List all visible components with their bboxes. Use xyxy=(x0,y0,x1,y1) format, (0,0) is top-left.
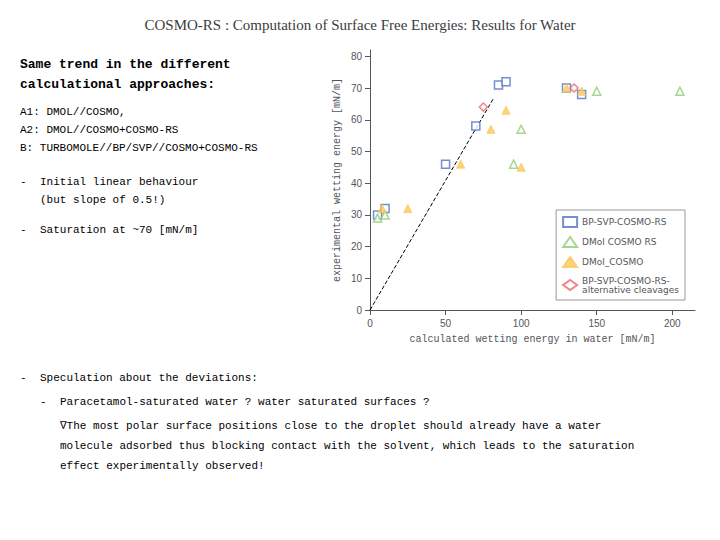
svg-text:60: 60 xyxy=(351,114,363,125)
svg-text:DMol_COSMO: DMol_COSMO xyxy=(582,257,643,267)
svg-text:BP-SVP-COSMO-RS-: BP-SVP-COSMO-RS- xyxy=(582,275,670,286)
svg-text:0: 0 xyxy=(367,318,373,329)
svg-text:Initial linear behaviour: Initial linear behaviour xyxy=(40,176,198,188)
svg-text:COSMO-RS : Computation of Surf: COSMO-RS : Computation of Surface Free E… xyxy=(144,17,575,33)
svg-text:experimental wetting energy [m: experimental wetting energy [mN/m] xyxy=(332,78,343,282)
svg-text:BP-SVP-COSMO-RS: BP-SVP-COSMO-RS xyxy=(582,217,667,227)
svg-text:50: 50 xyxy=(351,146,363,157)
svg-text:A1: DMOL//COSMO,: A1: DMOL//COSMO, xyxy=(20,106,126,118)
svg-text:A2: DMOL//COSMO+COSMO-RS: A2: DMOL//COSMO+COSMO-RS xyxy=(20,124,179,136)
svg-text:20: 20 xyxy=(351,241,363,252)
svg-text:Paracetamol-saturated water ?: Paracetamol-saturated water ? water satu… xyxy=(60,396,430,408)
svg-text:Saturation at ~70 [mN/m]: Saturation at ~70 [mN/m] xyxy=(40,224,198,236)
svg-text:70: 70 xyxy=(351,83,363,94)
svg-text:150: 150 xyxy=(588,318,605,329)
svg-text:∇The most polar surface positi: ∇The most polar surface positions close … xyxy=(59,420,601,432)
svg-text:Same trend in the different: Same trend in the different xyxy=(20,57,231,72)
svg-text:-: - xyxy=(20,176,27,188)
svg-text:100: 100 xyxy=(513,318,530,329)
svg-text:calculational approaches:: calculational approaches: xyxy=(20,77,215,92)
svg-text:molecule adsorbed thus blockin: molecule adsorbed thus blocking contact … xyxy=(60,440,634,452)
svg-text:-: - xyxy=(40,396,47,408)
svg-text:-: - xyxy=(20,372,27,384)
svg-text:alternative cleavages: alternative cleavages xyxy=(582,285,679,295)
svg-text:40: 40 xyxy=(351,178,363,189)
svg-text:Speculation about the deviatio: Speculation about the deviations: xyxy=(40,372,258,384)
svg-text:0: 0 xyxy=(356,305,362,316)
svg-text:-: - xyxy=(20,224,27,236)
svg-text:effect experimentally observed: effect experimentally observed! xyxy=(60,460,265,472)
svg-text:(but slope of 0.5!): (but slope of 0.5!) xyxy=(40,194,165,206)
svg-text:200: 200 xyxy=(664,318,681,329)
svg-text:10: 10 xyxy=(351,273,363,284)
svg-text:calculated wetting energy in w: calculated wetting energy in water [mN/m… xyxy=(409,334,655,345)
svg-text:80: 80 xyxy=(351,51,363,62)
svg-text:30: 30 xyxy=(351,209,363,220)
svg-text:50: 50 xyxy=(440,318,452,329)
svg-text:B: TURBOMOLE//BP/SVP//COSMO+CO: B: TURBOMOLE//BP/SVP//COSMO+COSMO-RS xyxy=(20,142,258,154)
svg-text:DMol COSMO RS: DMol COSMO RS xyxy=(582,237,657,247)
